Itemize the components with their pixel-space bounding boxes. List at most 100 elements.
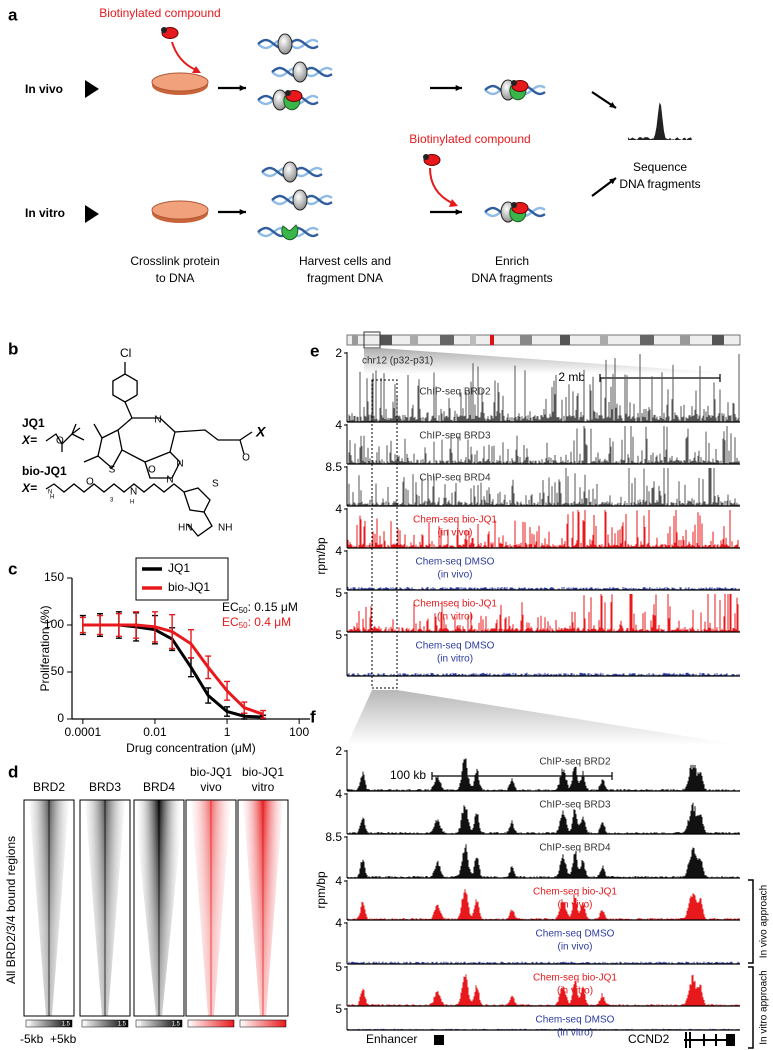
- colorbar-label: 1.5: [62, 1022, 71, 1028]
- error-bar: [115, 613, 122, 637]
- bond: [187, 511, 213, 537]
- track-label: Chem-seq bio-JQ1: [533, 973, 617, 984]
- atom: N: [176, 459, 183, 470]
- step-label: to DNA: [156, 271, 195, 285]
- biotin: [161, 27, 167, 33]
- heatmap-label: vivo: [200, 780, 222, 794]
- y-axis-label: rpm/bp: [314, 537, 328, 575]
- arrow-head: [239, 208, 246, 216]
- bond: [239, 431, 253, 441]
- error-bar: [224, 706, 231, 717]
- x-axis-label: Drug concentration (μM): [126, 741, 256, 755]
- bond: [183, 487, 211, 513]
- heatmap-label: BRD4: [143, 780, 175, 794]
- x-tick-label: 0.01: [143, 725, 167, 739]
- atom: O: [242, 453, 250, 464]
- annotation-part: EC: [222, 600, 239, 614]
- gene-exon: [726, 1034, 735, 1046]
- colorbar-label: 0: [28, 1022, 32, 1028]
- ideogram-band: [680, 335, 690, 345]
- annotation-part: : 0.15 μM: [248, 600, 298, 614]
- bond: [97, 429, 123, 470]
- colorbar: [187, 1019, 235, 1028]
- ideogram-band: [352, 335, 358, 345]
- scale-bar: [431, 772, 613, 780]
- atom: H: [50, 495, 54, 501]
- track-label: Chem-seq DMSO: [416, 557, 495, 568]
- error-bar: [205, 687, 212, 704]
- ideogram-band: [410, 335, 418, 345]
- track-label: (in vitro): [437, 654, 473, 665]
- ideogram: [346, 334, 741, 346]
- atom: S: [212, 479, 219, 490]
- colorbar-label: 1.5: [118, 1022, 127, 1028]
- annotation-sub: 50: [239, 606, 248, 615]
- track-label: (in vivo): [557, 900, 592, 911]
- protein: [282, 161, 298, 183]
- track-label: Chem-seq DMSO: [416, 641, 495, 652]
- error-bar: [241, 701, 248, 715]
- x-label: -5kb: [20, 1032, 44, 1046]
- dish-top: [151, 72, 209, 92]
- ideogram-band: [640, 335, 654, 345]
- step-label: DNA fragments: [619, 177, 700, 191]
- error-bar: [188, 657, 194, 678]
- dish-top: [151, 200, 209, 220]
- atom: O: [148, 465, 156, 476]
- track-scale: 8.5: [325, 830, 342, 844]
- error-bar: [260, 709, 267, 719]
- track-label: (in vivo): [557, 942, 592, 953]
- biotin: [511, 202, 517, 208]
- heatmap: [80, 800, 130, 1016]
- heatmap-label: bio-JQ1: [190, 765, 232, 779]
- bond: [71, 423, 77, 435]
- heatmap: [238, 800, 288, 1016]
- y-tick-label: 50: [51, 664, 65, 678]
- track-label: (in vivo): [437, 570, 472, 581]
- track-label: ChIP-seq BRD3: [419, 431, 491, 442]
- error-bar: [79, 616, 86, 634]
- legend-label: bio-JQ1: [168, 580, 210, 594]
- atom: N: [130, 487, 137, 498]
- step-label: DNA fragments: [471, 271, 552, 285]
- panel-letter: f: [310, 707, 316, 726]
- panel-letter: e: [310, 341, 319, 360]
- bond: [45, 433, 73, 446]
- biotin: [285, 90, 291, 96]
- ideogram-band: [490, 335, 494, 345]
- annotation: EC50: 0.15 μM: [222, 600, 298, 615]
- compound-label: Biotinylated compound: [99, 6, 220, 20]
- track-scale: 4: [335, 544, 342, 558]
- target-protein: [281, 224, 299, 241]
- enhancer-label: Enhancer: [366, 1032, 417, 1046]
- colorbar-label: 0: [84, 1022, 88, 1028]
- y-axis-label: Proliferation (%): [38, 605, 52, 691]
- step-label: Harvest cells and: [299, 254, 391, 268]
- approach-label: In vivo approach: [759, 885, 770, 958]
- colorbar-label: 0: [138, 1022, 142, 1028]
- annotation-part: : 0.4 μM: [248, 615, 292, 629]
- panel-letter: d: [8, 762, 18, 781]
- colorbar: [25, 1019, 73, 1028]
- arrow-head: [455, 84, 462, 92]
- y-tick-label: 0: [57, 711, 64, 725]
- annotation-sub: 50: [239, 621, 248, 630]
- curved-arrow: [171, 41, 197, 71]
- track-scale: 4: [335, 916, 342, 930]
- atom: N: [48, 490, 52, 496]
- ideogram-band: [470, 335, 476, 345]
- track-label: ChIP-seq BRD3: [539, 800, 611, 811]
- panel-letter: b: [8, 339, 18, 358]
- protein: [277, 33, 293, 55]
- arrow-head: [609, 178, 616, 185]
- arrow-head: [192, 66, 201, 73]
- arrow-head: [449, 199, 458, 207]
- atom: N: [154, 415, 161, 426]
- track-label: Chem-seq DMSO: [536, 929, 615, 940]
- signal: [347, 510, 740, 548]
- y-axis-label: All BRD2/3/4 bound regions: [4, 836, 18, 984]
- biotin: [511, 80, 517, 86]
- bond: [71, 433, 85, 441]
- bond: [144, 451, 181, 479]
